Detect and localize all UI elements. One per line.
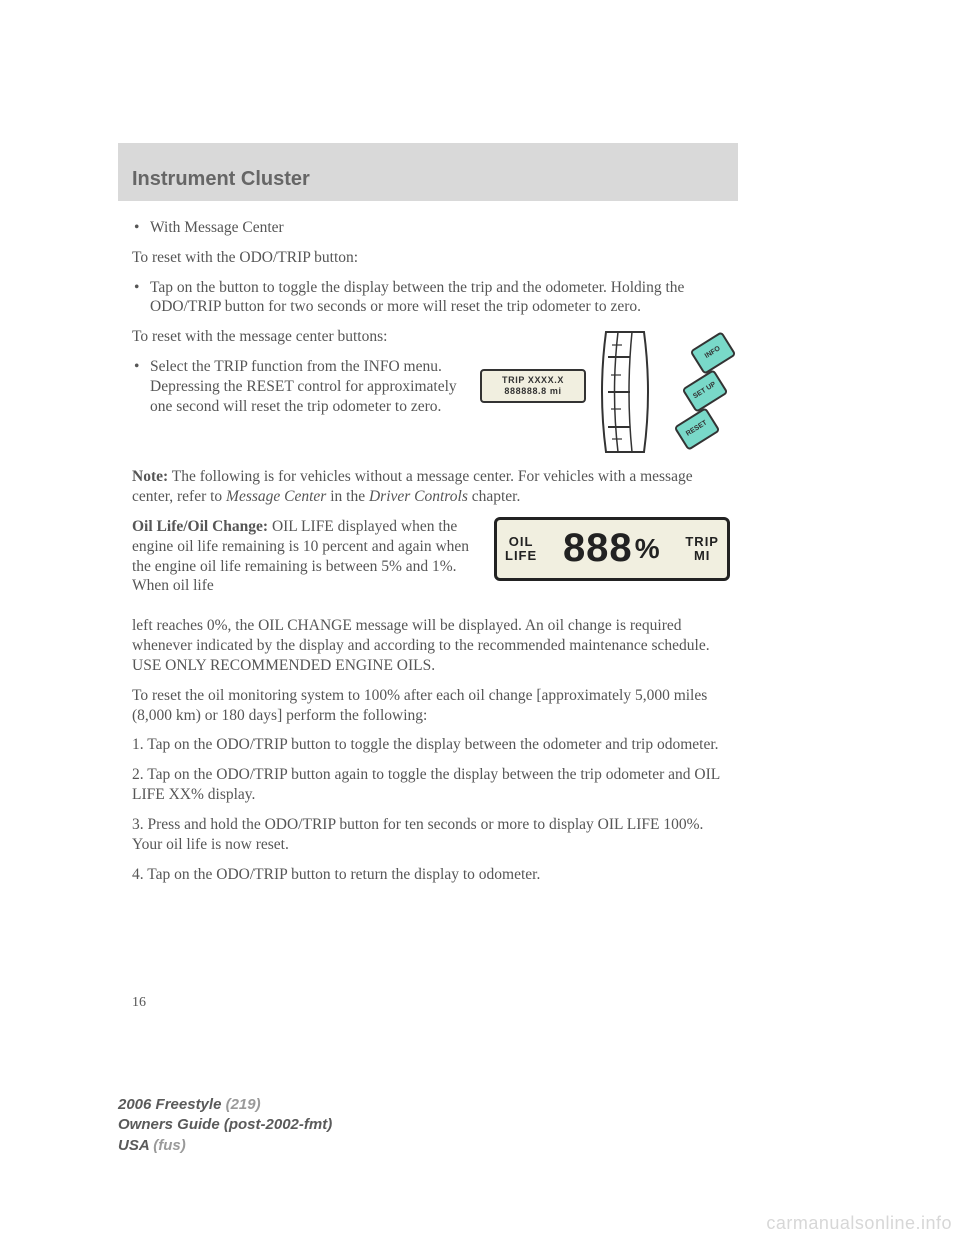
body-content: With Message Center To reset with the OD… xyxy=(132,218,730,894)
watermark: carmanualsonline.info xyxy=(766,1213,952,1234)
gauge-panel-icon xyxy=(596,327,668,457)
note-paragraph: Note: The following is for vehicles with… xyxy=(132,467,730,507)
bullet-item: Select the TRIP function from the INFO m… xyxy=(132,357,466,416)
lcd-text: OIL xyxy=(505,535,537,549)
footer-code: (219) xyxy=(226,1096,261,1113)
reset-button: RESET xyxy=(673,407,720,451)
lcd-line: 888888.8 mi xyxy=(482,386,584,398)
step: 3. Press and hold the ODO/TRIP button fo… xyxy=(132,815,730,855)
footer-line: 2006 Freestyle (219) xyxy=(118,1095,332,1115)
bullet-item: With Message Center xyxy=(132,218,730,238)
lcd-percent: % xyxy=(635,531,660,567)
paragraph: To reset with the message center buttons… xyxy=(132,327,466,347)
lcd-display: OIL LIFE 888 % TRIP MI xyxy=(494,517,730,581)
setup-button: SET UP xyxy=(681,369,728,413)
text-figure-row: Oil Life/Oil Change: OIL LIFE displayed … xyxy=(132,517,730,606)
paragraph: To reset with the ODO/TRIP button: xyxy=(132,248,730,268)
bullet-item: Tap on the button to toggle the display … xyxy=(132,278,730,318)
lcd-left-label: OIL LIFE xyxy=(505,535,537,562)
footer-line: USA (fus) xyxy=(118,1136,332,1156)
page-number: 16 xyxy=(132,995,146,1011)
footer-region: USA xyxy=(118,1137,153,1154)
section-header-bar: Instrument Cluster xyxy=(118,143,738,201)
lcd-text: TRIP xyxy=(685,535,719,549)
info-button: INFO xyxy=(689,331,736,375)
text-figure-row: To reset with the message center buttons… xyxy=(132,327,730,457)
footer-code: (fus) xyxy=(153,1137,186,1154)
paragraph: To reset the oil monitoring system to 10… xyxy=(132,686,730,726)
buttons-group: INFO SET UP RESET xyxy=(668,337,730,457)
lcd-digits: 888 xyxy=(563,523,633,574)
bullet-list: Tap on the button to toggle the display … xyxy=(132,278,730,318)
note-ref: Message Center xyxy=(226,488,326,505)
page: Instrument Cluster With Message Center T… xyxy=(0,0,960,1242)
message-center-figure: TRIP XXXX.X 888888.8 mi INFO xyxy=(480,327,730,457)
footer-line: Owners Guide (post-2002-fmt) xyxy=(118,1115,332,1135)
paragraph: left reaches 0%, the OIL CHANGE message … xyxy=(132,616,730,675)
bullet-list: Select the TRIP function from the INFO m… xyxy=(132,357,466,416)
note-ref: Driver Controls xyxy=(369,488,468,505)
text-column: Oil Life/Oil Change: OIL LIFE displayed … xyxy=(132,517,480,606)
step: 4. Tap on the ODO/TRIP button to return … xyxy=(132,865,730,885)
section-title: Instrument Cluster xyxy=(132,168,310,191)
note-label: Note: xyxy=(132,468,168,485)
footer-model: 2006 Freestyle xyxy=(118,1096,226,1113)
lcd-center: 888 % xyxy=(563,523,660,574)
oil-label: Oil Life/Oil Change: xyxy=(132,518,268,535)
lcd-text: LIFE xyxy=(505,549,537,563)
note-text: in the xyxy=(326,488,369,505)
lcd-line: TRIP XXXX.X xyxy=(482,375,584,387)
text-column: To reset with the message center buttons… xyxy=(132,327,466,426)
bullet-list: With Message Center xyxy=(132,218,730,238)
oil-life-lcd-figure: OIL LIFE 888 % TRIP MI xyxy=(494,517,730,581)
note-text: chapter. xyxy=(468,488,521,505)
step: 2. Tap on the ODO/TRIP button again to t… xyxy=(132,765,730,805)
paragraph: Oil Life/Oil Change: OIL LIFE displayed … xyxy=(132,517,480,596)
lcd-right-label: TRIP MI xyxy=(685,535,719,562)
lcd-display: TRIP XXXX.X 888888.8 mi xyxy=(480,369,586,403)
lcd-text: MI xyxy=(685,549,719,563)
step: 1. Tap on the ODO/TRIP button to toggle … xyxy=(132,735,730,755)
footer: 2006 Freestyle (219) Owners Guide (post-… xyxy=(118,1095,332,1156)
